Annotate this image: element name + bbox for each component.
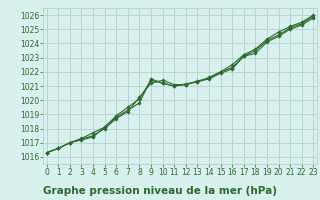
Text: Graphe pression niveau de la mer (hPa): Graphe pression niveau de la mer (hPa) [43, 186, 277, 196]
